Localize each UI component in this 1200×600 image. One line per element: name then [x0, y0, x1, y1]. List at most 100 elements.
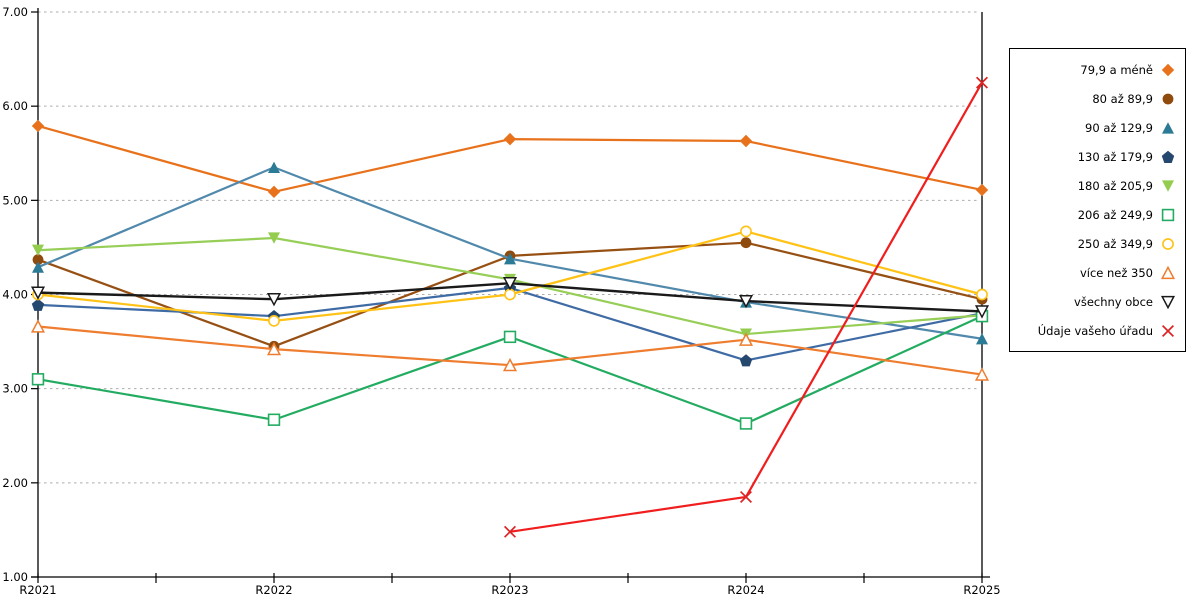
legend-triangle-open-marker-shape — [1160, 265, 1176, 279]
legend-triangle-up-marker-shape — [1162, 121, 1174, 134]
series-6-circle-open-marker-icon — [268, 314, 280, 327]
legend-label: 79,9 a méně — [1080, 62, 1153, 77]
legend-marker — [1161, 324, 1175, 337]
series-1-circle-marker-shape — [740, 237, 752, 249]
series-9-x-marker-icon — [739, 490, 753, 503]
legend-item-3: 130 až 179,9 — [1010, 149, 1185, 165]
legend-label: 180 až 205,9 — [1077, 178, 1153, 193]
legend-diamond-marker-icon — [1161, 63, 1175, 76]
series-1-circle-marker-icon — [32, 254, 44, 266]
legend-circle-open-marker-shape — [1162, 237, 1174, 250]
legend-item-5: 206 až 249,9 — [1010, 207, 1185, 223]
x-axis-label: R2025 — [963, 583, 1000, 597]
series-7-triangle-open-marker-shape — [502, 357, 518, 372]
series-8-triangle-down-open-marker-shape — [738, 294, 754, 309]
series-5-square-open-marker-icon — [31, 373, 45, 386]
legend-triangle-open-marker-icon — [1160, 265, 1176, 279]
legend-circle-open-marker-icon — [1162, 237, 1174, 250]
legend-diamond-marker-shape — [1161, 63, 1175, 76]
y-axis-label: 5.00 — [2, 193, 28, 207]
series-9-x-marker-icon — [503, 525, 517, 538]
series-8-triangle-down-open-marker-icon — [30, 286, 46, 300]
series-2-triangle-up-marker-shape — [268, 161, 280, 173]
legend-x-marker-icon — [1161, 324, 1175, 337]
y-axis-label: 7.00 — [2, 5, 28, 19]
series-7-triangle-open-marker-icon — [502, 357, 518, 372]
series-0-diamond-marker-shape — [739, 134, 753, 148]
series-5-square-open-marker-shape — [267, 413, 281, 426]
series-0-diamond-marker-icon — [267, 185, 281, 199]
legend-item-9: Údaje vašeho úřadu — [1010, 323, 1185, 339]
series-6-circle-open-marker-shape — [740, 225, 752, 238]
legend-marker — [1162, 179, 1174, 192]
series-9-x-marker-shape — [739, 490, 753, 503]
legend-item-0: 79,9 a méně — [1010, 62, 1185, 78]
series-3-pentagon-marker-shape — [31, 298, 45, 311]
legend-marker — [1161, 208, 1175, 221]
series-8-triangle-down-open-marker-shape — [974, 305, 990, 319]
y-axis-label: 2.00 — [2, 476, 28, 490]
legend-label: 130 až 179,9 — [1077, 149, 1153, 164]
series-2-triangle-up-marker-icon — [504, 252, 516, 265]
x-axis-label: R2023 — [491, 583, 528, 597]
chart-legend: 79,9 a méně 80 až 89,9 90 až 129,9 130 až 1… — [1009, 48, 1186, 352]
legend-label: 90 až 129,9 — [1085, 120, 1153, 135]
legend-item-7: více než 350 — [1010, 265, 1185, 281]
legend-marker — [1160, 265, 1176, 279]
legend-item-8: všechny obce — [1010, 294, 1185, 310]
legend-marker — [1160, 295, 1176, 309]
legend-label: všechny obce — [1074, 294, 1153, 309]
legend-triangle-down-open-marker-shape — [1160, 295, 1176, 309]
series-3-pentagon-marker-icon — [739, 354, 753, 367]
series-6-circle-open-marker-shape — [268, 314, 280, 327]
x-axis-label: R2024 — [727, 583, 764, 597]
series-0-diamond-marker-icon — [31, 119, 45, 133]
series-1-circle-marker-shape — [32, 254, 44, 266]
series-5-square-open-marker-icon — [503, 330, 517, 344]
series-5-square-open-marker-shape — [739, 417, 753, 430]
y-axis-label: 1.00 — [2, 570, 28, 584]
legend-triangle-down-marker-icon — [1162, 179, 1174, 192]
series-6-circle-open-marker-icon — [504, 288, 516, 301]
legend-triangle-up-marker-icon — [1162, 121, 1174, 134]
legend-triangle-down-open-marker-icon — [1160, 295, 1176, 309]
series-6-circle-open-marker-icon — [976, 288, 988, 301]
legend-item-2: 90 až 129,9 — [1010, 120, 1185, 136]
legend-x-marker-shape — [1161, 324, 1175, 337]
series-7-triangle-open-marker-shape — [738, 332, 754, 346]
series-8-triangle-down-open-marker-icon — [738, 294, 754, 309]
series-0-diamond-marker-icon — [739, 134, 753, 148]
series-4-triangle-down-marker-shape — [268, 232, 280, 244]
legend-label: Údaje vašeho úřadu — [1037, 323, 1153, 338]
series-7-triangle-open-marker-shape — [266, 341, 282, 356]
series-2-triangle-up-marker-icon — [268, 161, 280, 173]
series-7-triangle-open-marker-icon — [974, 367, 990, 381]
series-7-triangle-open-marker-icon — [266, 341, 282, 356]
legend-marker — [1161, 150, 1175, 163]
series-4-triangle-down-marker-shape — [32, 244, 44, 257]
series-5-square-open-marker-shape — [503, 330, 517, 344]
series-0-diamond-marker-icon — [503, 132, 517, 146]
series-9-x-marker-icon — [975, 76, 989, 89]
series-7-triangle-open-marker-shape — [30, 319, 46, 333]
series-0-diamond-marker-shape — [267, 185, 281, 199]
series-8-triangle-down-open-marker-shape — [30, 286, 46, 300]
series-0-diamond-marker-shape — [503, 132, 517, 146]
series-8-triangle-down-open-marker-shape — [502, 277, 518, 291]
series-9-x-marker-shape — [503, 525, 517, 538]
legend-label: 80 až 89,9 — [1092, 91, 1153, 106]
legend-marker — [1161, 63, 1175, 76]
y-axis-label: 4.00 — [2, 288, 28, 302]
legend-label: 250 až 349,9 — [1077, 236, 1153, 251]
x-axis-label: R2021 — [19, 583, 56, 597]
series-8-triangle-down-open-marker-shape — [266, 293, 282, 307]
legend-pentagon-marker-shape — [1161, 150, 1175, 163]
series-5-square-open-marker-shape — [31, 373, 45, 386]
series-7-triangle-open-marker-icon — [30, 319, 46, 333]
legend-item-6: 250 až 349,9 — [1010, 236, 1185, 252]
series-2-triangle-up-marker-shape — [976, 332, 988, 345]
series-4-triangle-down-marker-icon — [32, 244, 44, 257]
x-axis-label: R2022 — [255, 583, 292, 597]
y-axis-label: 3.00 — [2, 382, 28, 396]
legend-pentagon-marker-icon — [1161, 150, 1175, 163]
